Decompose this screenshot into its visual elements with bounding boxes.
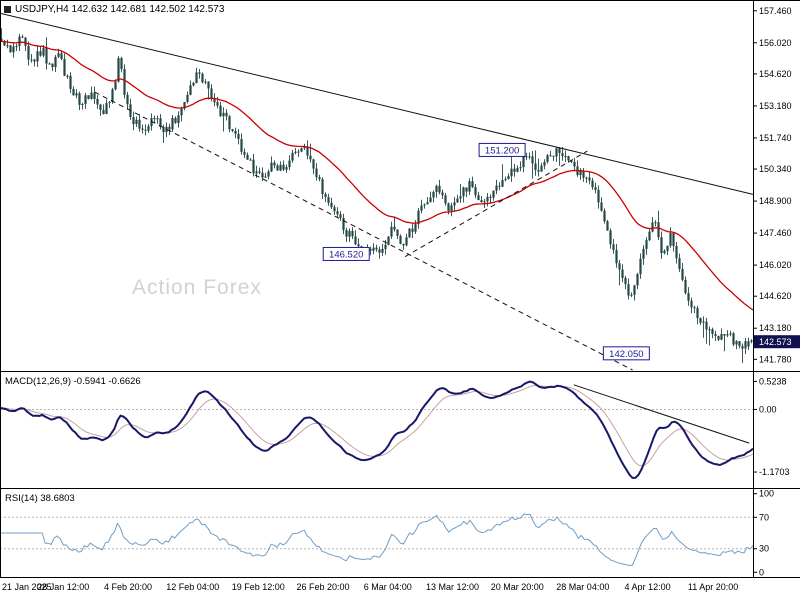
price-axis-label: 144.620 — [759, 291, 792, 301]
price-axis-label: 154.620 — [759, 69, 792, 79]
resistance-price-label-text: 151.200 — [485, 145, 519, 156]
time-axis-label: 28 Mar 04:00 — [556, 582, 609, 592]
support-price-label-text: 146.520 — [329, 249, 363, 260]
price-axis-label: 156.020 — [759, 38, 792, 48]
resistance-price-label[interactable] — [478, 142, 526, 157]
trendlines — [0, 12, 754, 444]
low-price-label[interactable] — [602, 346, 650, 361]
rsi-pane-line — [0, 513, 754, 567]
time-axis-label: 4 Feb 20:00 — [104, 582, 152, 592]
price-axis-label: 148.900 — [759, 196, 792, 206]
pane-borders — [0, 0, 800, 578]
price-axis-label: 151.740 — [759, 133, 792, 143]
moving-average-line — [0, 40, 754, 311]
price-axis-label: 143.180 — [759, 323, 792, 333]
price-axis-label: 150.340 — [759, 164, 792, 174]
time-axis-label: 20 Mar 20:00 — [491, 582, 544, 592]
rsi-indicator-label: RSI(14) 38.6803 — [5, 493, 75, 504]
macd-axis-label: 0.5238 — [759, 376, 787, 386]
rsi-axis-label: 70 — [759, 512, 769, 522]
rsi-axis-label: 30 — [759, 544, 769, 554]
candlestick-series — [0, 28, 753, 364]
rsi-axis-label: 100 — [759, 489, 774, 499]
rsi-axis-label: 0 — [759, 567, 764, 577]
macd-signal-line — [0, 384, 754, 467]
price-axis-label: 147.460 — [759, 228, 792, 238]
low-price-label-text: 142.050 — [609, 349, 643, 360]
price-axis-label: 157.460 — [759, 6, 792, 16]
time-axis-label: 12 Feb 04:00 — [166, 582, 219, 592]
watermark: Action Forex — [132, 276, 262, 299]
price-trendline[interactable] — [404, 150, 588, 258]
current-price-tag-box — [754, 335, 800, 349]
macd-pane-lines — [0, 380, 754, 479]
macd-axis-label: -1.1703 — [759, 467, 790, 477]
macd-main-line — [0, 380, 754, 479]
current-price-tag-text: 142.573 — [759, 337, 792, 347]
symbol-header: USDJPY,H4 142.632 142.681 142.502 142.57… — [4, 4, 224, 15]
macd-indicator-label: MACD(12,26,9) -0.5941 -0.6626 — [5, 376, 141, 387]
time-axis-label: 6 Mar 04:00 — [364, 582, 412, 592]
price-axis-label: 153.180 — [759, 101, 792, 111]
macd-trendline[interactable] — [573, 384, 750, 444]
time-axis-label: 28 Jan 12:00 — [37, 582, 89, 592]
support-price-label[interactable] — [322, 246, 370, 261]
price-trendline[interactable] — [94, 91, 633, 371]
price-axis-label: 141.780 — [759, 354, 792, 364]
time-axis-label: 21 Jan 2025 — [2, 582, 52, 592]
rsi-line — [0, 513, 754, 567]
current-price-tag: 142.573 — [754, 335, 800, 349]
chart-window-icon — [4, 6, 11, 13]
ohlc-readout: USDJPY,H4 142.632 142.681 142.502 142.57… — [15, 4, 225, 15]
price-axis-label: 146.020 — [759, 260, 792, 270]
price-trendline[interactable] — [0, 12, 754, 195]
price-annotations: 151.200 146.520 142.050 — [322, 142, 650, 361]
time-axis-label: 11 Apr 20:00 — [688, 582, 738, 592]
time-axis-label: 4 Apr 12:00 — [625, 582, 671, 592]
time-axis-label: 19 Feb 12:00 — [232, 582, 285, 592]
macd-axis-label: 0.00 — [759, 404, 777, 414]
time-axis-label: 13 Mar 12:00 — [426, 582, 479, 592]
indicator-guide-lines — [0, 408, 753, 550]
time-axis-label: 26 Feb 20:00 — [297, 582, 350, 592]
price-axis: 157.460 156.020 154.620 153.180 151.740 150.3… — [753, 6, 792, 577]
